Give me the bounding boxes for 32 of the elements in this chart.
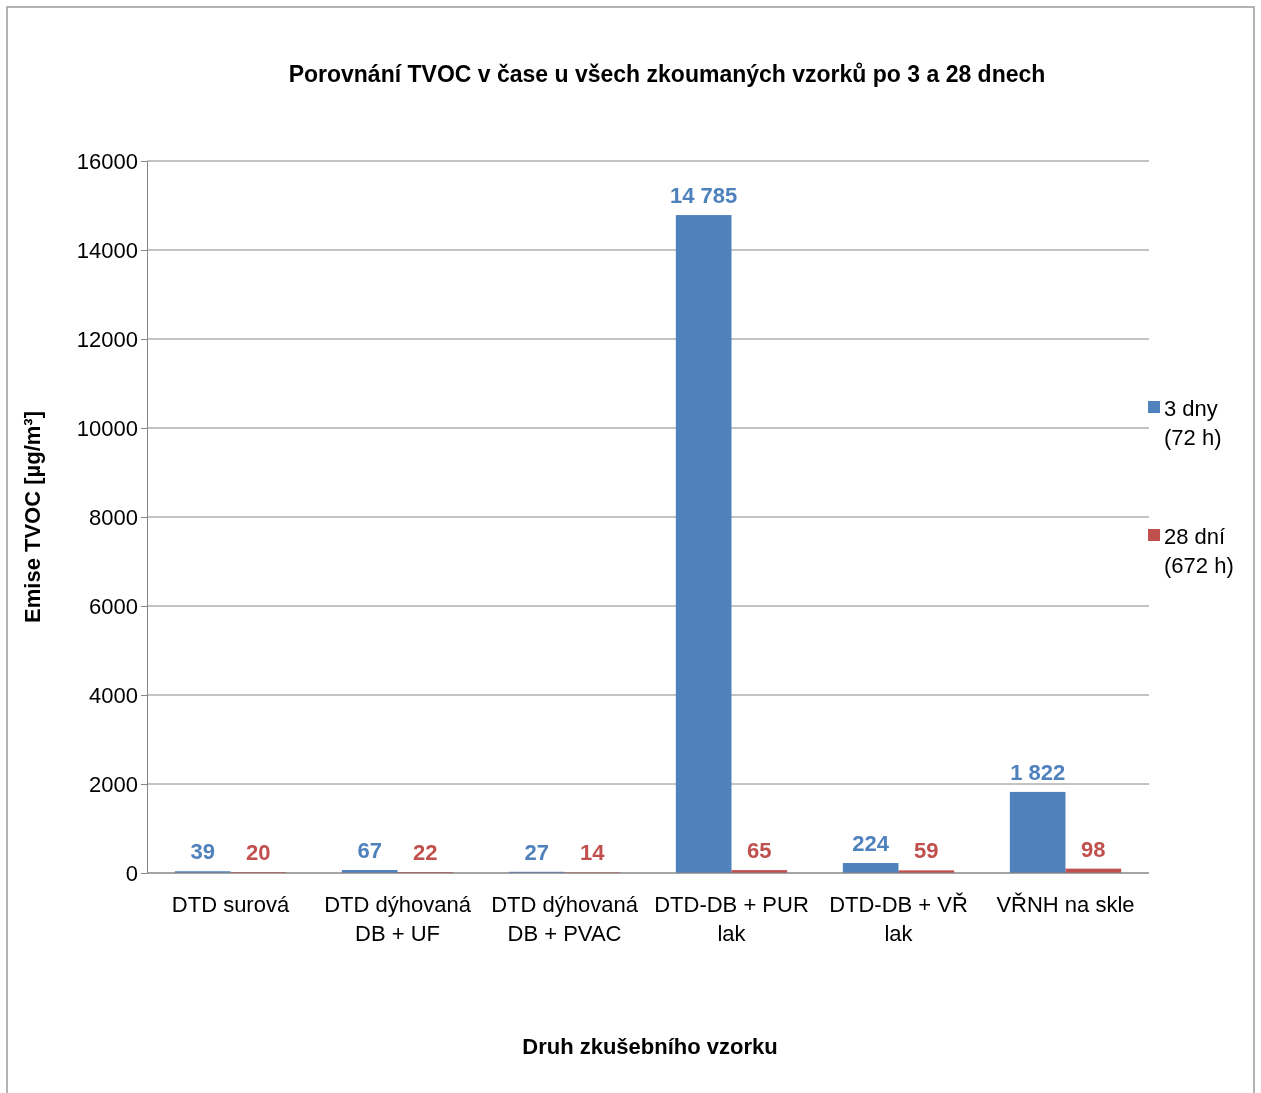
- y-tick-label: 12000: [76, 326, 138, 352]
- x-tick-label: DTD-DB + PUR lak: [654, 892, 809, 946]
- chart-title: Porovnání TVOC v čase u všech zkoumaných vzorků po 3 a 28 dnech: [288, 61, 1046, 87]
- data-label: 20: [246, 840, 271, 866]
- y-tick-label: 10000: [76, 415, 138, 441]
- legend-label: 3 dny (72 h): [1164, 396, 1222, 450]
- x-tick-label: DTD dýhovaná DB + PVAC: [491, 892, 639, 946]
- data-label: 65: [747, 838, 772, 864]
- data-label: 14 785: [670, 183, 738, 209]
- data-label: 67: [357, 838, 382, 864]
- data-label: 14: [580, 840, 606, 866]
- legend-label: 28 dní (672 h): [1164, 524, 1234, 578]
- y-tick-label: 2000: [89, 771, 138, 797]
- x-tick-label: VŘNH na skle: [996, 892, 1135, 917]
- data-label: 98: [1081, 836, 1106, 862]
- x-tick-label: DTD dýhovaná DB + UF: [324, 892, 472, 946]
- y-tick-label: 6000: [89, 593, 138, 619]
- y-tick-label: 0: [125, 860, 138, 886]
- data-label: 39: [190, 839, 215, 865]
- x-axis-title: Druh zkušebního vzorku: [522, 1034, 778, 1059]
- y-axis-title: Emise TVOC [µg/m³]: [20, 411, 45, 623]
- y-tick-label: 16000: [76, 148, 138, 174]
- data-label: 59: [914, 838, 939, 864]
- x-tick-label: DTD-DB + VŘ lak: [829, 892, 968, 946]
- x-tick-label: DTD surová: [171, 892, 290, 917]
- data-label: 224: [852, 831, 890, 857]
- y-tick-label: 8000: [89, 504, 138, 530]
- data-label: 1 822: [1010, 759, 1066, 785]
- data-label: 22: [413, 840, 438, 866]
- data-label: 27: [524, 839, 549, 865]
- y-tick-label: 14000: [76, 237, 138, 263]
- y-tick-label: 4000: [89, 682, 138, 708]
